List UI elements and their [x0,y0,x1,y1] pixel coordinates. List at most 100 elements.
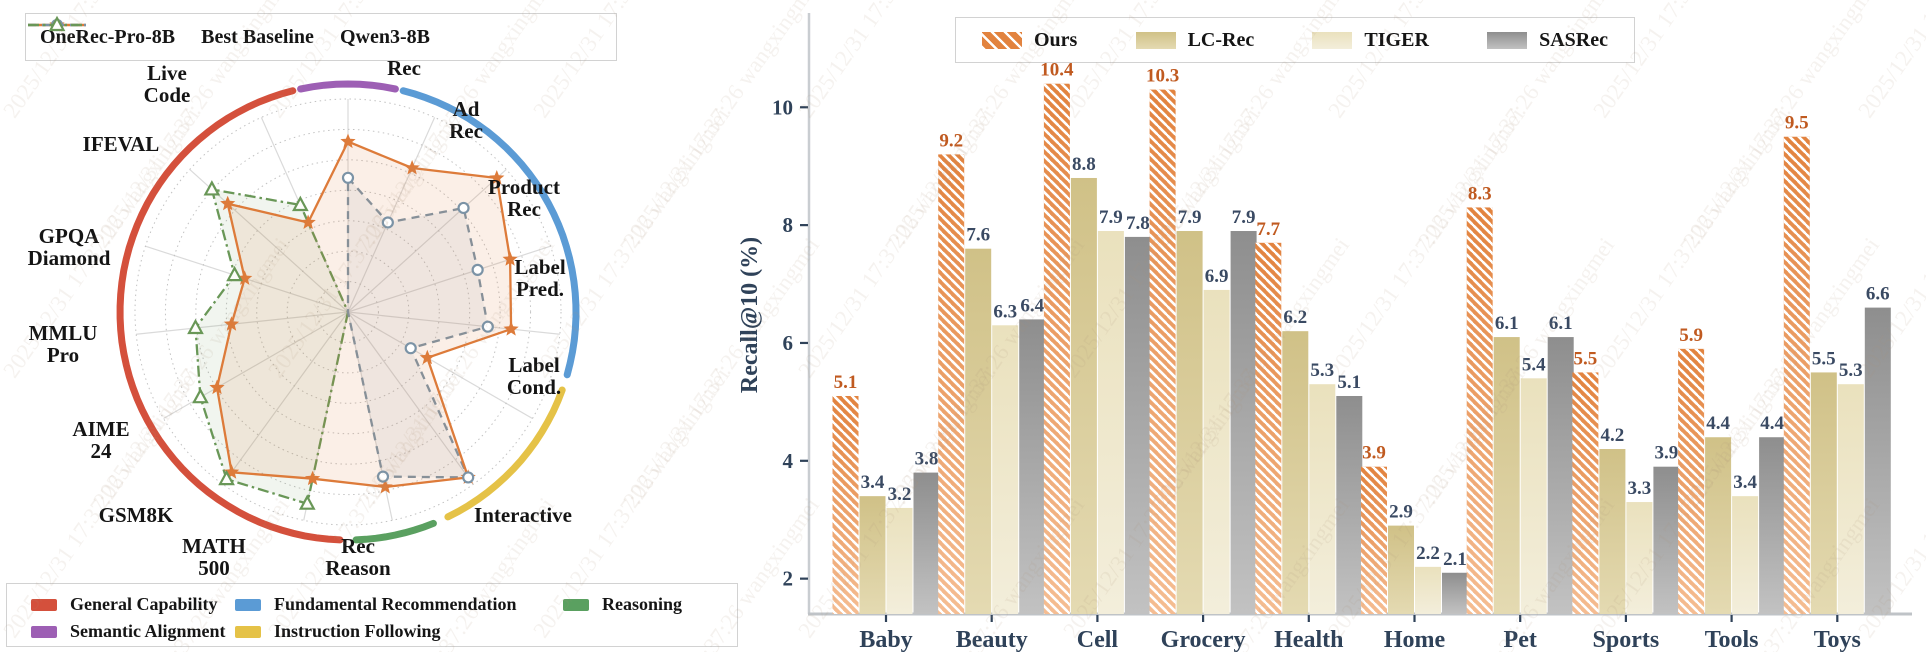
star-marker-icon [419,349,435,365]
markers-Qwen3-8B [187,180,316,510]
y-tick-label: 10 [772,95,793,119]
star-marker-icon [404,160,420,175]
circle-marker-icon [457,201,470,215]
bar-LC-Rec-Sports [1599,449,1626,614]
triangle-marker-icon [187,318,204,335]
value-label: 9.2 [939,130,963,151]
bar-SASRec-Home [1442,572,1468,614]
x-category-label: Home [1384,627,1446,652]
yellow-swatch-icon [235,625,261,638]
value-label: 3.3 [1628,478,1652,499]
category-arc [116,87,344,544]
value-label: 7.9 [1232,207,1256,228]
legend-item-lcrec: LC-Rec [1135,28,1255,52]
bar-TIGER-Toys [1837,384,1864,614]
legend-label: Qwen3-8B [339,25,430,48]
sasrec-swatch-icon [1487,31,1528,49]
value-label: 3.4 [861,472,885,493]
value-label: 7.9 [1099,207,1123,228]
value-label: 5.5 [1574,348,1598,369]
value-label: 5.1 [834,372,858,393]
radar-axis-label: Live Code [144,61,191,107]
legend-item-sasrec: SASRec [1487,29,1608,52]
y-tick-label: 6 [783,331,794,355]
value-label: 6.1 [1549,313,1573,334]
value-label: 6.4 [1020,295,1044,316]
bar-TIGER-Beauty [992,325,1019,614]
category-arc [352,519,437,544]
radar-series-Best Baseline [346,176,489,479]
triangle-marker-icon [226,265,243,282]
radar-axis-label: Rec Reason [325,534,391,580]
radar-axis-label: Ad Rec [449,97,483,143]
purple-swatch-icon [31,625,57,638]
radar-series-legend: OneRec-Pro-8B Best Baseline Qwen3-8B [25,13,617,61]
value-label: 4.4 [1760,413,1784,434]
cat-label: Fundamental Recommendation [274,594,517,614]
bar-TIGER-Tools [1732,496,1759,614]
value-label: 5.3 [1310,360,1334,381]
red-swatch-icon [31,598,57,611]
value-label: 9.5 [1785,113,1809,134]
value-label: 5.5 [1812,348,1836,369]
value-label: 4.2 [1601,425,1625,446]
bar-LC-Rec-Home [1388,525,1414,614]
circle-marker-icon [462,471,475,484]
bar-SASRec-Grocery [1230,231,1257,614]
triangle-marker-icon [218,469,235,486]
value-label: 8.8 [1072,154,1096,175]
cat-item-fundamental-recommendation: Fundamental Recommendation [235,594,517,615]
y-tick-label: 4 [783,449,794,473]
legend-item-baseline: Best Baseline [28,18,314,49]
legend-label: SASRec [1539,28,1608,51]
bar-SASRec-Beauty [1019,319,1046,614]
bar-SASRec-Toys [1864,307,1891,614]
circle-marker-icon [471,263,484,276]
star-marker-icon [489,170,505,185]
category-arc [297,80,399,93]
triangle-marker-icon [298,494,316,510]
star-marker-icon [223,316,240,331]
star-marker-icon [305,470,321,486]
value-label: 3.2 [888,484,912,505]
x-category-label: Tools [1705,627,1759,652]
circle-marker-icon [381,216,394,229]
radar-axis-label: IFEVAL [83,132,160,156]
value-label: 5.3 [1839,360,1863,381]
legend-item-tiger: TIGER [1312,28,1429,52]
legend-label: LC-Rec [1187,28,1255,51]
bar-LC-Rec-Baby [859,496,886,614]
star-marker-icon [340,133,356,149]
value-label: 7.6 [966,225,990,246]
star-marker-icon [209,379,225,395]
radar-axis-label: Interactive [474,503,572,527]
y-tick-label: 2 [783,567,794,591]
value-label: 5.9 [1679,325,1703,346]
legend-label: OneRec-Pro-8B [40,25,176,48]
legend-label: TIGER [1364,28,1429,51]
cat-item-semantic-alignment: Semantic Alignment [31,621,226,642]
lcrec-swatch-icon [1135,31,1176,49]
radar-axis-label: AIME 24 [72,417,129,463]
blue-swatch-icon [235,598,261,611]
x-category-label: Baby [859,627,912,652]
value-label: 3.9 [1655,443,1679,464]
green-swatch-icon [563,598,589,611]
legend-label: Best Baseline [201,25,314,48]
value-label: 5.1 [1337,372,1361,393]
radar-axis-label: MMLU Pro [29,321,98,367]
bar-SASRec-Baby [913,472,940,614]
bar-TIGER-Health [1309,384,1336,614]
value-label: 3.9 [1362,443,1386,464]
circle-marker-icon [376,470,390,483]
bar-TIGER-Home [1415,566,1441,614]
cat-label: Reasoning [602,594,683,614]
bar-LC-Rec-Tools [1705,437,1732,614]
value-label: 5.4 [1522,354,1546,375]
bar-TIGER-Baby [886,507,913,614]
radar-axis-label: Product Rec [488,175,560,221]
bar-LC-Rec-Grocery [1176,231,1203,614]
y-tick-label: 8 [783,213,794,237]
